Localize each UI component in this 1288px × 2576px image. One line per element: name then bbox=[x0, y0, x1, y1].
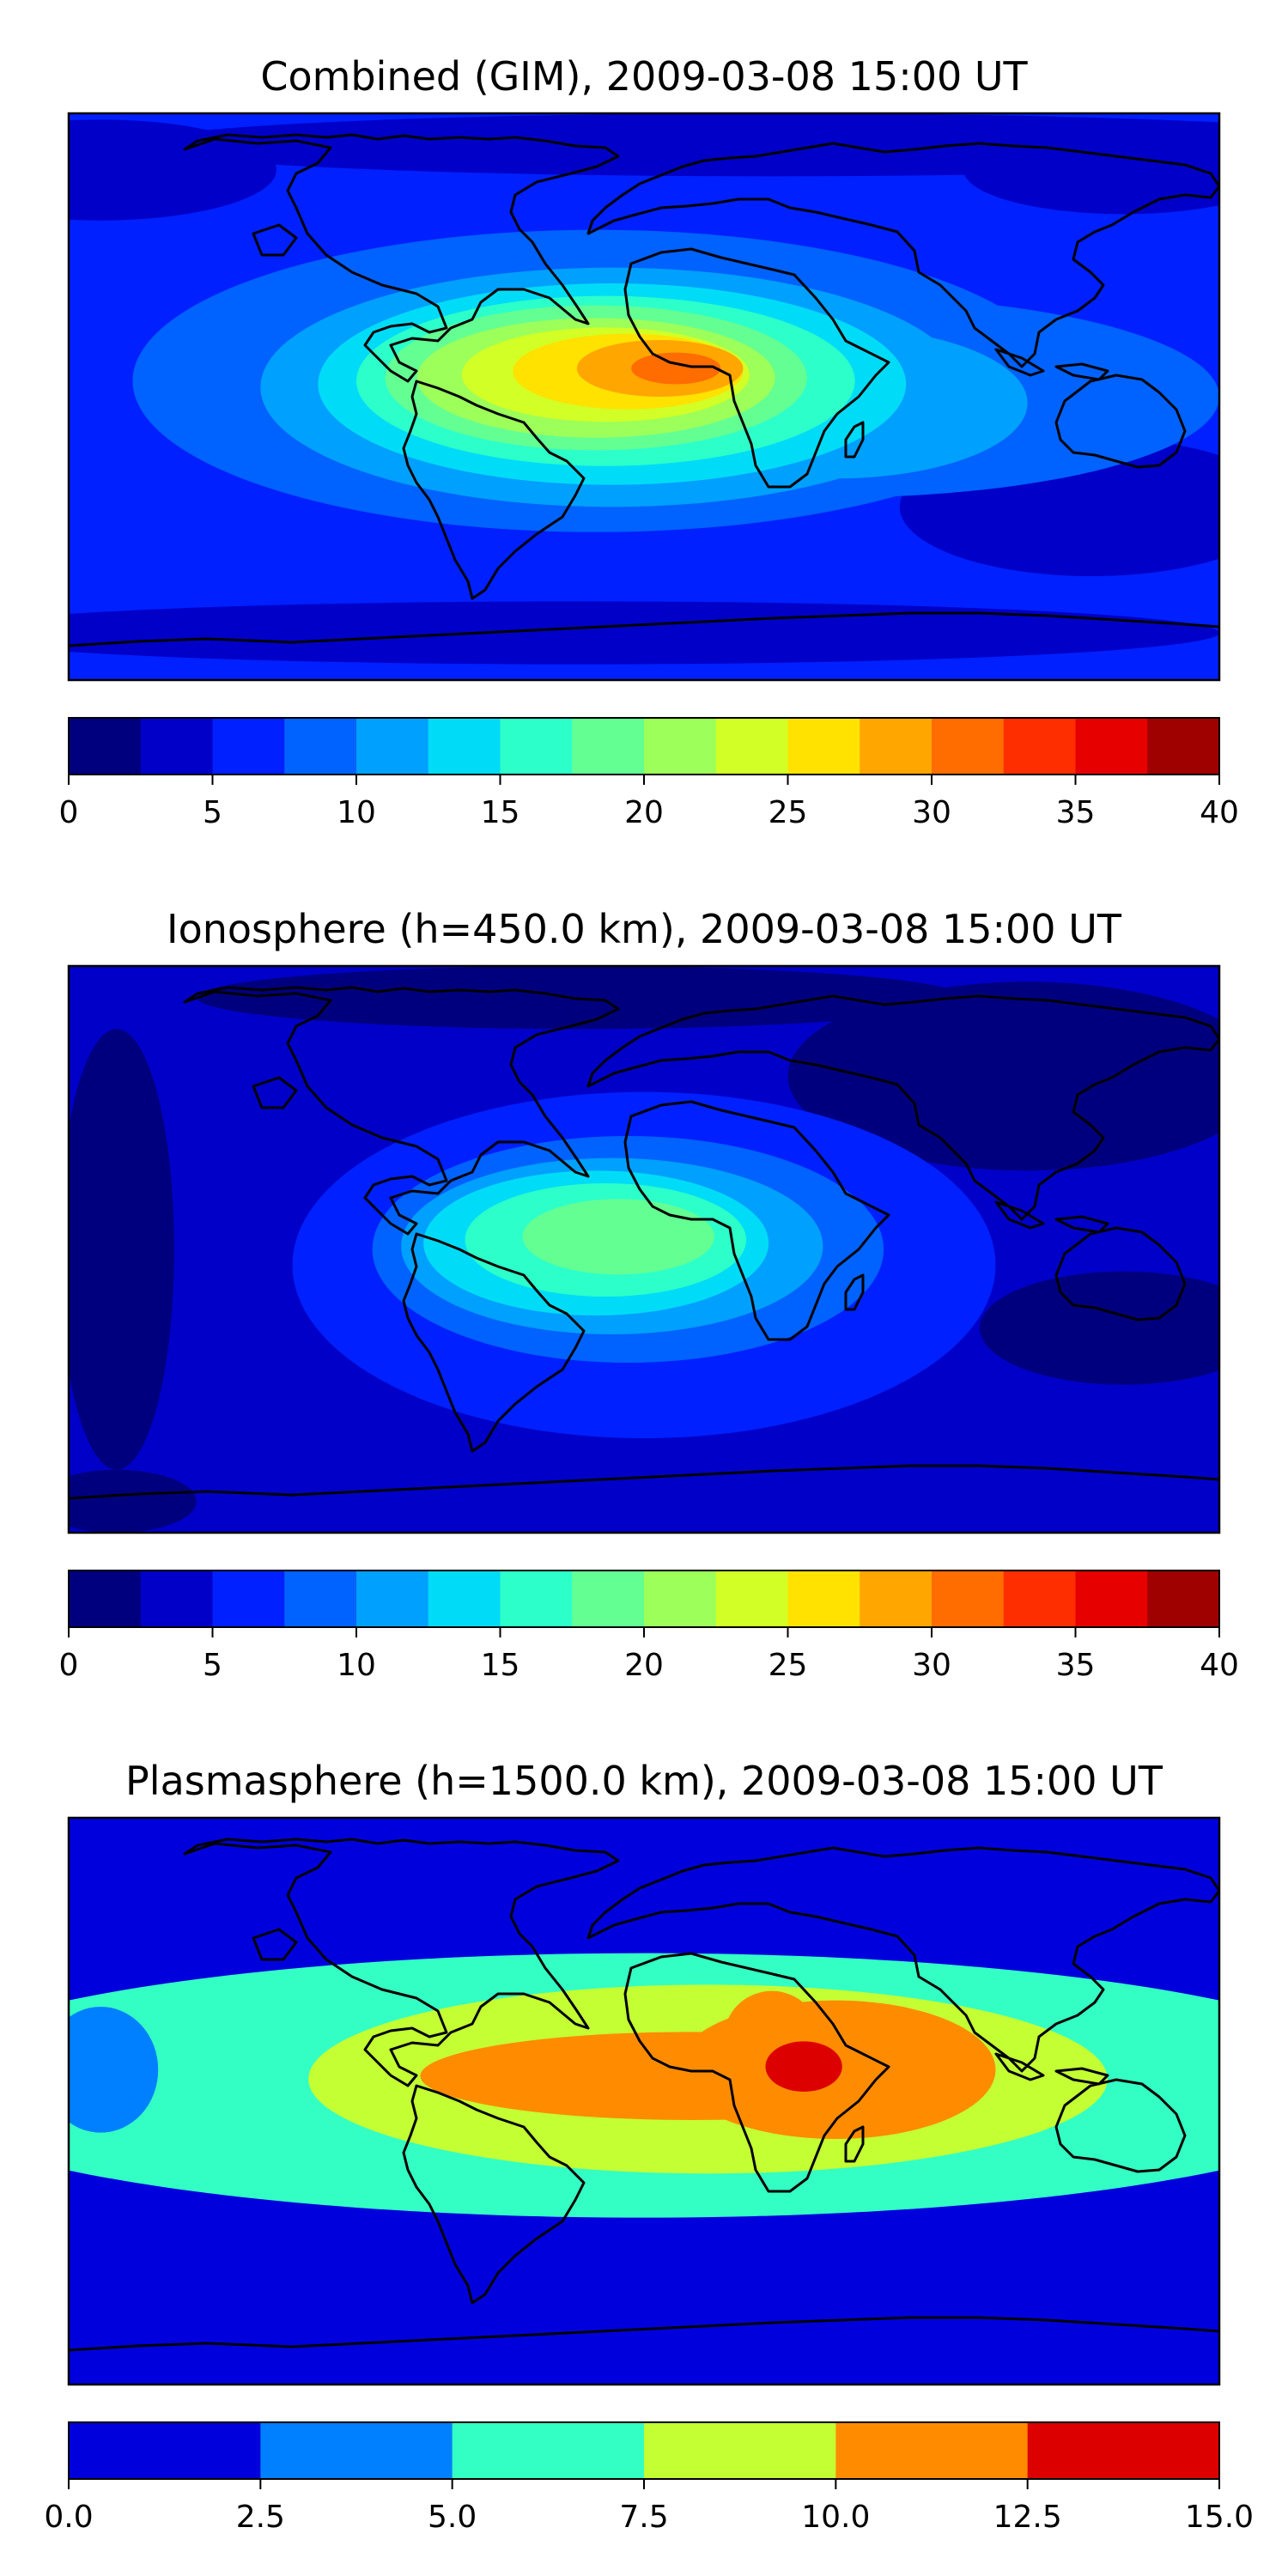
colorbar-segment bbox=[715, 1571, 789, 1627]
panel-plasmasphere: Plasmasphere (h=1500.0 km), 2009-03-08 1… bbox=[44, 1758, 1254, 2535]
colorbar-tick-label: 40 bbox=[1200, 1648, 1239, 1683]
panel-title: Plasmasphere (h=1500.0 km), 2009-03-08 1… bbox=[125, 1758, 1163, 1804]
colorbar-segment bbox=[1147, 1571, 1220, 1627]
colorbar-segment bbox=[500, 718, 573, 775]
colorbar-segment bbox=[140, 1571, 214, 1627]
colorbar-tick-label: 35 bbox=[1056, 1648, 1096, 1683]
colorbar-segment bbox=[715, 718, 789, 775]
colorbar-tick-label: 15.0 bbox=[1185, 2500, 1254, 2535]
colorbar-tick-label: 0 bbox=[59, 795, 79, 830]
panel-title: Ionosphere (h=450.0 km), 2009-03-08 15:0… bbox=[167, 906, 1122, 952]
panel-ionosphere: Ionosphere (h=450.0 km), 2009-03-08 15:0… bbox=[59, 906, 1239, 1683]
map-frame bbox=[67, 112, 1221, 682]
colorbar-segment bbox=[860, 1571, 933, 1627]
colorbar-ionosphere: 0 5 10 15 20 25 30 35 40 bbox=[59, 1570, 1239, 1683]
colorbar-segment bbox=[932, 718, 1005, 775]
colorbar-segment bbox=[284, 1571, 357, 1627]
map-plasmasphere bbox=[67, 1816, 1221, 2386]
colorbar-segment bbox=[1075, 718, 1148, 775]
colorbar-segment bbox=[212, 1571, 285, 1627]
colorbar-segment bbox=[260, 2422, 453, 2479]
map-ionosphere bbox=[67, 964, 1221, 1534]
contour-region-1 bbox=[69, 2007, 159, 2133]
contour-region-7 bbox=[203, 333, 267, 398]
colorbar-tick-label: 15 bbox=[481, 1648, 520, 1683]
colorbar-segment bbox=[644, 718, 717, 775]
colorbar-segment bbox=[835, 2422, 1029, 2479]
contour-region-2 bbox=[979, 1271, 1219, 1385]
map-frame bbox=[67, 1816, 1221, 2386]
colorbar-segment bbox=[356, 718, 429, 775]
colorbar-segment bbox=[1003, 718, 1077, 775]
map-combined bbox=[67, 112, 1221, 682]
colorbar-segment bbox=[140, 718, 214, 775]
contour-region-1 bbox=[787, 981, 1219, 1171]
colorbar-segment bbox=[860, 718, 933, 775]
contour-region-6 bbox=[765, 2041, 842, 2092]
contour-region-2 bbox=[963, 125, 1219, 215]
colorbar-segment bbox=[644, 2422, 836, 2479]
colorbar-segment bbox=[428, 718, 501, 775]
contour-region-4 bbox=[69, 1469, 197, 1533]
colorbar-tick-label: 40 bbox=[1200, 795, 1239, 830]
colorbar-tick-label: 35 bbox=[1056, 795, 1096, 830]
contour-region-0 bbox=[69, 1029, 174, 1470]
contour-region-4 bbox=[69, 601, 1219, 665]
contour-region-17 bbox=[631, 352, 721, 385]
colorbar-segment bbox=[1147, 718, 1220, 775]
colorbar-segment bbox=[644, 1571, 717, 1627]
colorbar-segment bbox=[1075, 1571, 1148, 1627]
colorbar-segment bbox=[212, 718, 285, 775]
colorbar-tick-label: 2.5 bbox=[236, 2500, 285, 2535]
colorbar-segment bbox=[1027, 2422, 1220, 2479]
colorbar-segment bbox=[572, 1571, 645, 1627]
colorbar-segment bbox=[69, 718, 142, 775]
colorbar-tick-label: 10.0 bbox=[801, 2500, 870, 2535]
panel-combined: Combined (GIM), 2009-03-08 15:00 UT 0 5 10 1… bbox=[59, 53, 1239, 830]
map-frame bbox=[67, 964, 1221, 1534]
colorbar-segment bbox=[284, 718, 357, 775]
colorbar-combined: 0 5 10 15 20 25 30 35 40 bbox=[59, 717, 1239, 830]
contour-region-1 bbox=[132, 113, 1219, 177]
colorbar-tick-label: 10 bbox=[337, 1648, 376, 1683]
colorbar-segment bbox=[787, 718, 860, 775]
colorbar-tick-label: 25 bbox=[769, 795, 808, 830]
colorbar-tick-label: 20 bbox=[624, 1648, 664, 1683]
contour-region-10 bbox=[522, 1199, 714, 1275]
colorbar-tick-label: 12.5 bbox=[993, 2500, 1062, 2535]
colorbar-segment bbox=[428, 1571, 501, 1627]
colorbar-segment bbox=[787, 1571, 860, 1627]
colorbar-tick-label: 15 bbox=[481, 795, 520, 830]
colorbar-segment bbox=[356, 1571, 429, 1627]
colorbar-segment bbox=[69, 2422, 261, 2479]
colorbar-tick-label: 25 bbox=[769, 1648, 808, 1683]
colorbar-tick-label: 5.0 bbox=[428, 2500, 477, 2535]
colorbar-tick-label: 20 bbox=[624, 795, 664, 830]
colorbar-segment bbox=[1003, 1571, 1077, 1627]
colorbar-tick-label: 10 bbox=[337, 795, 376, 830]
colorbar-segment bbox=[932, 1571, 1005, 1627]
colorbar-segment bbox=[572, 718, 645, 775]
colorbar-tick-label: 30 bbox=[912, 1648, 951, 1683]
contour-region-3 bbox=[196, 966, 964, 1030]
colorbar-tick-label: 7.5 bbox=[619, 2500, 668, 2535]
colorbar-segment bbox=[500, 1571, 573, 1627]
colorbar-tick-label: 5 bbox=[203, 795, 222, 830]
colorbar-plasmasphere: 0.0 2.5 5.0 7.5 10.0 12.5 15.0 bbox=[44, 2421, 1254, 2535]
colorbar-tick-label: 30 bbox=[912, 795, 951, 830]
colorbar-tick-label: 0.0 bbox=[44, 2500, 93, 2535]
panel-title: Combined (GIM), 2009-03-08 15:00 UT bbox=[260, 53, 1028, 100]
colorbar-tick-label: 5 bbox=[203, 1648, 222, 1683]
colorbar-segment bbox=[452, 2422, 645, 2479]
colorbar-tick-label: 0 bbox=[59, 1648, 79, 1683]
colorbar-segment bbox=[69, 1571, 142, 1627]
